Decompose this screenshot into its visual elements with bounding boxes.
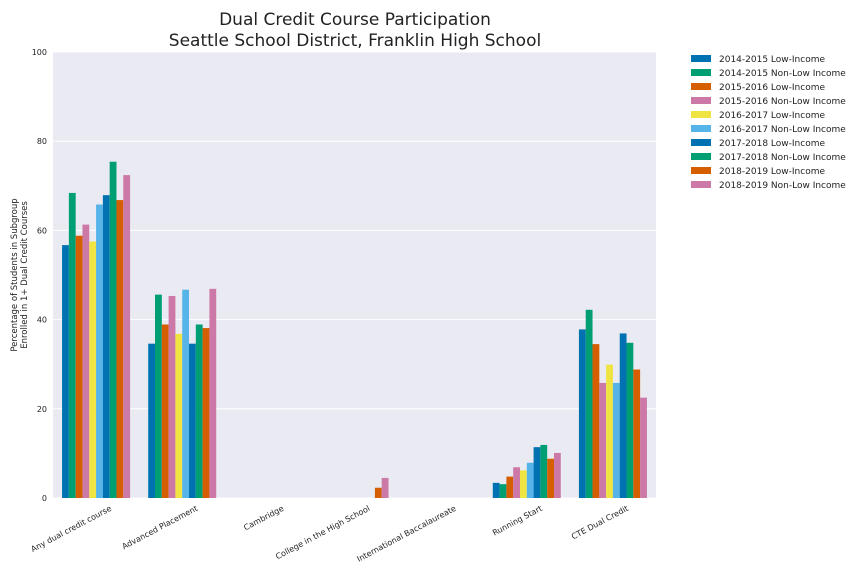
bar	[62, 245, 69, 498]
bar	[533, 447, 541, 498]
bar	[592, 344, 600, 498]
bar	[82, 224, 90, 499]
legend-swatch	[691, 69, 711, 76]
x-tick-label: International Baccalaureate	[355, 504, 457, 564]
bar	[148, 343, 156, 498]
bar	[168, 295, 176, 498]
legend-swatch	[691, 153, 711, 160]
x-tick-label: Cambridge	[242, 504, 285, 533]
bar	[599, 382, 607, 498]
bar	[640, 397, 647, 498]
chart-title-line-2: Seattle School District, Franklin High S…	[169, 31, 541, 51]
bar	[633, 369, 641, 498]
y-axis-label-line-1: Percentage of Students in Subgroup	[10, 198, 20, 351]
bar	[553, 452, 561, 498]
bar	[585, 309, 593, 498]
bar	[161, 324, 169, 498]
legend-label: 2015-2016 Non-Low Income	[719, 97, 846, 107]
bar	[519, 470, 527, 498]
bar	[499, 484, 507, 498]
bars	[62, 161, 647, 499]
legend-swatch	[691, 139, 711, 146]
chart-title-line-1: Dual Credit Course Participation	[219, 10, 491, 30]
legend-swatch	[691, 125, 711, 132]
legend-label: 2014-2015 Low-Income	[719, 55, 825, 65]
bar	[381, 477, 389, 498]
y-axis-label-line-2: Enrolled in 1+ Dual Credit Courses	[20, 201, 30, 349]
bar	[513, 467, 520, 498]
bar	[619, 333, 627, 498]
bar	[96, 204, 103, 499]
bar	[209, 288, 217, 498]
legend-label: 2016-2017 Low-Income	[719, 111, 825, 121]
bar	[492, 482, 500, 498]
bar	[116, 200, 124, 498]
legend-swatch	[691, 55, 711, 62]
legend-label: 2015-2016 Low-Income	[719, 83, 825, 93]
bar	[540, 444, 548, 498]
bar	[578, 329, 586, 498]
x-tick-label: Running Start	[491, 504, 544, 538]
bar	[626, 342, 634, 498]
bar	[102, 195, 110, 498]
x-tick-label: College in the High School	[274, 504, 371, 561]
legend-swatch	[691, 181, 711, 188]
legend-label: 2018-2019 Low-Income	[719, 167, 825, 177]
legend-swatch	[691, 111, 711, 118]
y-axis-ticks: 0 20 40 60 80 100	[32, 48, 47, 503]
bar	[123, 175, 131, 498]
bar	[182, 289, 190, 498]
bar	[75, 235, 83, 498]
legend-swatch	[691, 167, 711, 174]
chart-title: Dual Credit Course Participation Seattle…	[169, 10, 541, 51]
x-tick-label: CTE Dual Credit	[570, 504, 630, 542]
bar	[89, 241, 97, 499]
bar	[202, 328, 210, 498]
legend-label: 2017-2018 Low-Income	[719, 139, 825, 149]
bar	[526, 462, 534, 498]
legend-label: 2016-2017 Non-Low Income	[719, 125, 846, 135]
bar	[155, 294, 162, 498]
y-tick-label: 20	[37, 405, 47, 414]
legend-swatch	[691, 97, 711, 104]
legend-label: 2017-2018 Non-Low Income	[719, 153, 846, 163]
x-axis-ticks: Any dual credit course Advanced Placement…	[29, 504, 629, 564]
legend-label: 2014-2015 Non-Low Income	[719, 69, 846, 79]
y-axis-label: Percentage of Students in Subgroup Enrol…	[10, 198, 30, 351]
bar	[547, 458, 554, 498]
bar	[68, 192, 76, 498]
legend-swatch	[691, 83, 711, 90]
plot-area	[53, 52, 656, 498]
bar	[374, 487, 382, 498]
bar	[195, 324, 203, 498]
legend-label: 2018-2019 Non-Low Income	[719, 181, 846, 191]
y-tick-label: 0	[42, 494, 47, 503]
bar	[612, 382, 620, 498]
legend: 2014-2015 Low-Income 2014-2015 Non-Low In…	[691, 55, 846, 191]
y-tick-label: 40	[37, 316, 47, 325]
y-tick-label: 60	[37, 226, 47, 235]
bar	[606, 364, 613, 498]
x-tick-label: Any dual credit course	[29, 504, 113, 554]
x-tick-label: Advanced Placement	[121, 504, 200, 551]
bar	[109, 161, 117, 498]
y-tick-label: 80	[37, 137, 47, 146]
bar	[506, 476, 514, 498]
bar	[189, 343, 196, 498]
y-tick-label: 100	[32, 48, 47, 57]
bar	[175, 333, 183, 498]
